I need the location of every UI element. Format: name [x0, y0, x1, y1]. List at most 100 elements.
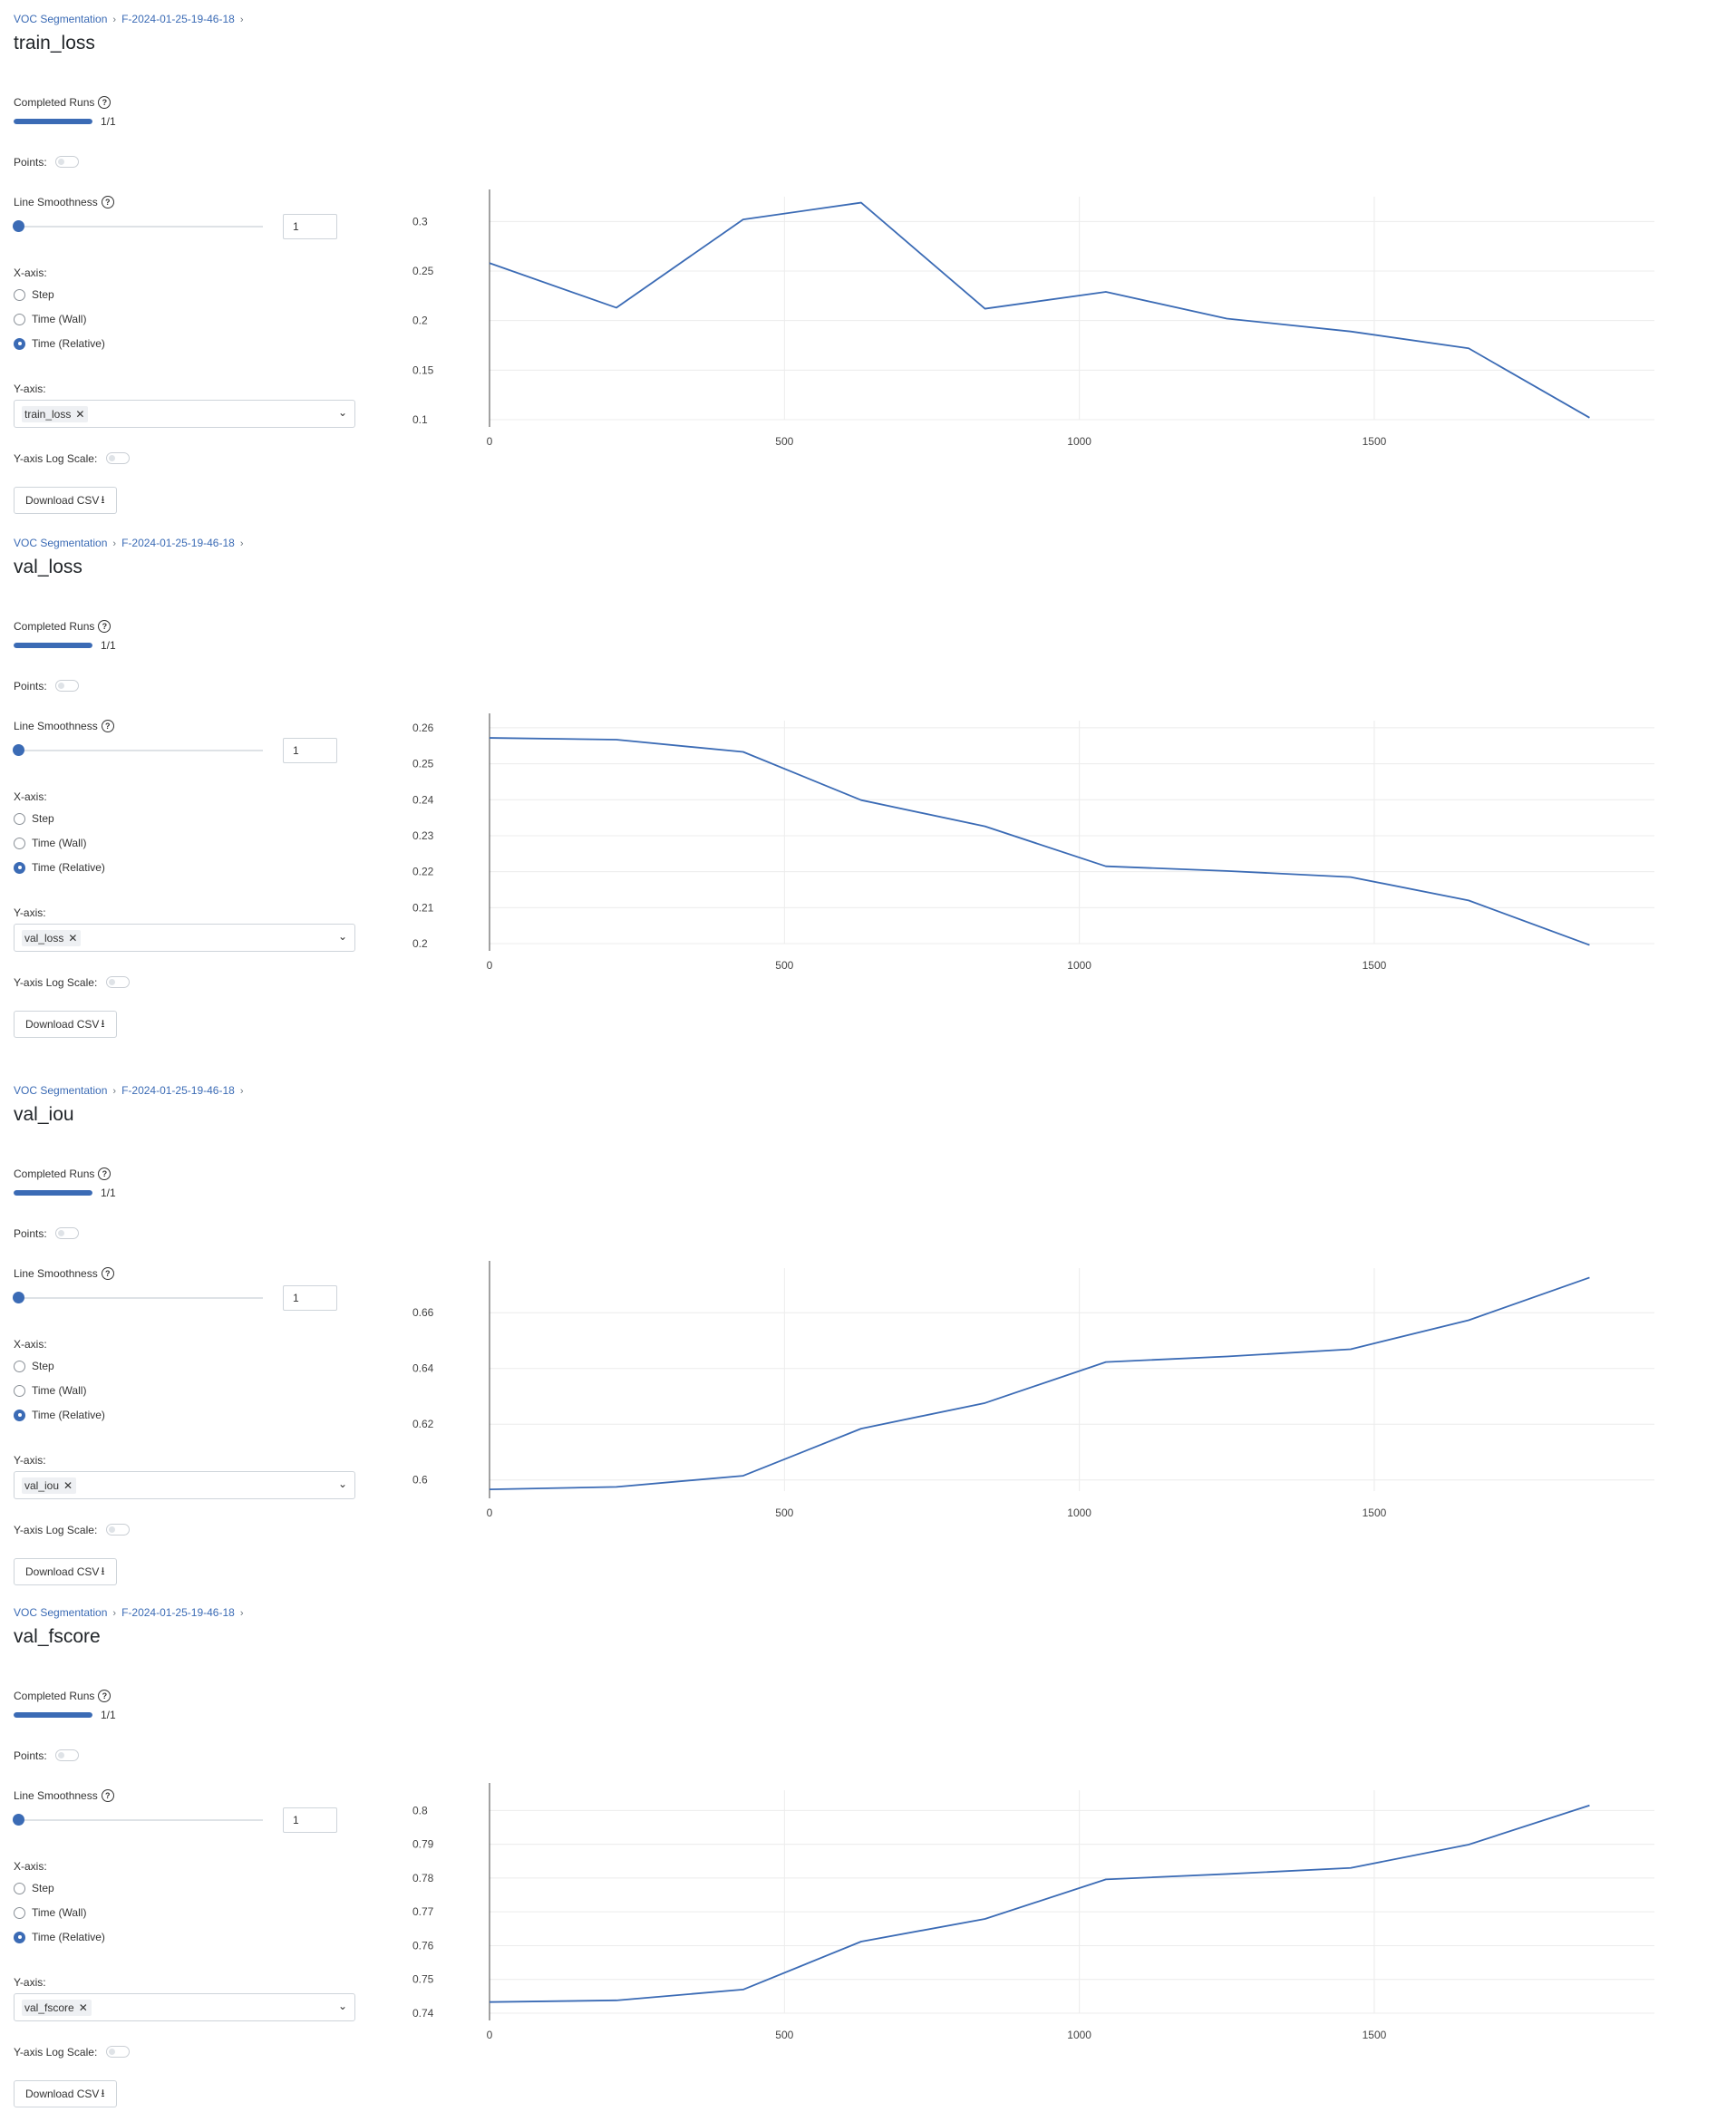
help-circle-icon[interactable]: ?	[101, 196, 114, 208]
line-chart: 0.74 0.75 0.76 0.77 0.78 0.79 0.8 0 500 1000 1500	[385, 1781, 1673, 2041]
radio-button[interactable]	[14, 812, 25, 825]
x-axis-option[interactable]: Time (Wall)	[14, 313, 86, 325]
download-csv-button[interactable]: Download CSV ⭳	[14, 1558, 117, 1585]
x-axis-option[interactable]: Time (Wall)	[14, 837, 86, 849]
download-csv-button[interactable]: Download CSV ⭳	[14, 2080, 117, 2107]
points-label: Points:	[14, 1227, 47, 1240]
radio-button-selected[interactable]	[14, 1409, 25, 1421]
y-tick-label: 0.8	[412, 1804, 428, 1817]
x-axis-option[interactable]: Time (Wall)	[14, 1384, 86, 1397]
radio-button[interactable]	[14, 288, 25, 301]
radio-button[interactable]	[14, 1384, 25, 1397]
help-circle-icon[interactable]: ?	[98, 1167, 112, 1180]
breadcrumb-run-link[interactable]: F-2024-01-25-19-46-18	[121, 1606, 235, 1619]
points-toggle[interactable]	[55, 156, 79, 168]
download-csv-label: Download CSV	[25, 494, 100, 507]
y-axis-select[interactable]: train_loss ✕ ⌄	[14, 400, 355, 428]
radio-button-selected[interactable]	[14, 1931, 25, 1943]
smoothness-value-input[interactable]: 1	[283, 1285, 337, 1311]
points-toggle[interactable]	[55, 1227, 79, 1239]
x-axis-option[interactable]: Time (Relative)	[14, 337, 105, 350]
y-axis-select[interactable]: val_loss ✕ ⌄	[14, 924, 355, 952]
smoothness-slider-handle[interactable]	[13, 1292, 24, 1303]
help-circle-icon[interactable]: ?	[98, 96, 112, 109]
x-axis-option[interactable]: Time (Wall)	[14, 1906, 86, 1919]
radio-button[interactable]	[14, 1906, 25, 1919]
chevron-down-icon[interactable]: ⌄	[337, 2000, 347, 2012]
help-circle-icon[interactable]: ?	[101, 1267, 114, 1280]
line-smoothness-text: Line Smoothness	[14, 1267, 98, 1280]
y-axis-select[interactable]: val_iou ✕ ⌄	[14, 1471, 355, 1499]
radio-button[interactable]	[14, 313, 25, 325]
chevron-down-icon[interactable]: ⌄	[337, 1477, 347, 1490]
radio-button[interactable]	[14, 837, 25, 849]
radio-button-selected[interactable]	[14, 861, 25, 874]
points-label: Points:	[14, 1749, 47, 1762]
y-axis-label: Y-axis:	[14, 383, 46, 395]
radio-button[interactable]	[14, 1882, 25, 1894]
chevron-down-icon[interactable]: ⌄	[337, 930, 347, 943]
download-csv-button[interactable]: Download CSV ⭳	[14, 1011, 117, 1038]
breadcrumb-project-link[interactable]: VOC Segmentation	[14, 1606, 108, 1619]
close-icon[interactable]: ✕	[78, 2001, 88, 2014]
help-circle-icon[interactable]: ?	[101, 1789, 114, 1802]
breadcrumb-project-link[interactable]: VOC Segmentation	[14, 537, 108, 549]
x-axis-option[interactable]: Step	[14, 1882, 54, 1894]
smoothness-slider-handle[interactable]	[13, 220, 24, 232]
smoothness-slider-track[interactable]	[14, 226, 263, 228]
help-circle-icon[interactable]: ?	[98, 620, 112, 633]
y-metric-chip: val_loss ✕	[22, 930, 82, 946]
help-circle-icon[interactable]: ?	[98, 1690, 112, 1702]
y-log-scale-toggle[interactable]	[106, 452, 130, 464]
breadcrumb-run-link[interactable]: F-2024-01-25-19-46-18	[121, 1084, 235, 1097]
y-tick-label: 0.26	[412, 722, 434, 734]
smoothness-slider-track[interactable]	[14, 1297, 263, 1299]
y-axis-select[interactable]: val_fscore ✕ ⌄	[14, 1993, 355, 2021]
close-icon[interactable]: ✕	[75, 408, 85, 421]
radio-button-selected[interactable]	[14, 337, 25, 350]
smoothness-value-input[interactable]: 1	[283, 214, 337, 239]
download-csv-label: Download CSV	[25, 1565, 100, 1578]
smoothness-slider-track[interactable]	[14, 750, 263, 751]
y-log-scale-toggle[interactable]	[106, 1524, 130, 1536]
x-axis-option[interactable]: Time (Relative)	[14, 1931, 105, 1943]
breadcrumb-separator: ›	[239, 1608, 244, 1619]
breadcrumb-project-link[interactable]: VOC Segmentation	[14, 13, 108, 25]
y-log-scale-toggle[interactable]	[106, 2046, 130, 2058]
radio-button[interactable]	[14, 1360, 25, 1372]
line-smoothness-label: Line Smoothness ?	[14, 196, 114, 208]
x-axis-option[interactable]: Step	[14, 288, 54, 301]
x-axis-option[interactable]: Time (Relative)	[14, 861, 105, 874]
x-axis-option[interactable]: Time (Relative)	[14, 1409, 105, 1421]
x-axis-option[interactable]: Step	[14, 812, 54, 825]
line-smoothness-label: Line Smoothness ?	[14, 1789, 114, 1802]
smoothness-slider-handle[interactable]	[13, 1814, 24, 1826]
y-tick-label: 0.15	[412, 363, 434, 376]
y-metric-chip: train_loss ✕	[22, 406, 89, 422]
x-axis-option-label: Time (Wall)	[32, 313, 87, 325]
smoothness-slider-handle[interactable]	[13, 744, 24, 756]
smoothness-value-input[interactable]: 1	[283, 738, 337, 763]
series-line	[489, 1276, 1590, 1491]
close-icon[interactable]: ✕	[68, 932, 78, 945]
chevron-down-icon[interactable]: ⌄	[337, 406, 347, 419]
x-axis-label: X-axis:	[14, 1860, 47, 1873]
x-axis-option-label: Step	[32, 812, 54, 825]
breadcrumb-run-link[interactable]: F-2024-01-25-19-46-18	[121, 537, 235, 549]
breadcrumb-run-link[interactable]: F-2024-01-25-19-46-18	[121, 13, 235, 25]
points-toggle[interactable]	[55, 1749, 79, 1761]
y-tick-label: 0.1	[412, 413, 428, 426]
completed-runs-label: Completed Runs ?	[14, 1167, 112, 1180]
points-toggle[interactable]	[55, 680, 79, 692]
close-icon[interactable]: ✕	[63, 1479, 73, 1492]
smoothness-slider-track[interactable]	[14, 1819, 263, 1821]
y-log-scale-toggle[interactable]	[106, 976, 130, 988]
smoothness-value-input[interactable]: 1	[283, 1807, 337, 1833]
x-tick-label: 0	[487, 435, 493, 448]
breadcrumb-project-link[interactable]: VOC Segmentation	[14, 1084, 108, 1097]
x-axis-option[interactable]: Step	[14, 1360, 54, 1372]
download-csv-button[interactable]: Download CSV ⭳	[14, 487, 117, 514]
x-axis-label: X-axis:	[14, 266, 47, 279]
x-axis-option-label: Time (Relative)	[32, 1409, 105, 1421]
help-circle-icon[interactable]: ?	[101, 720, 114, 732]
